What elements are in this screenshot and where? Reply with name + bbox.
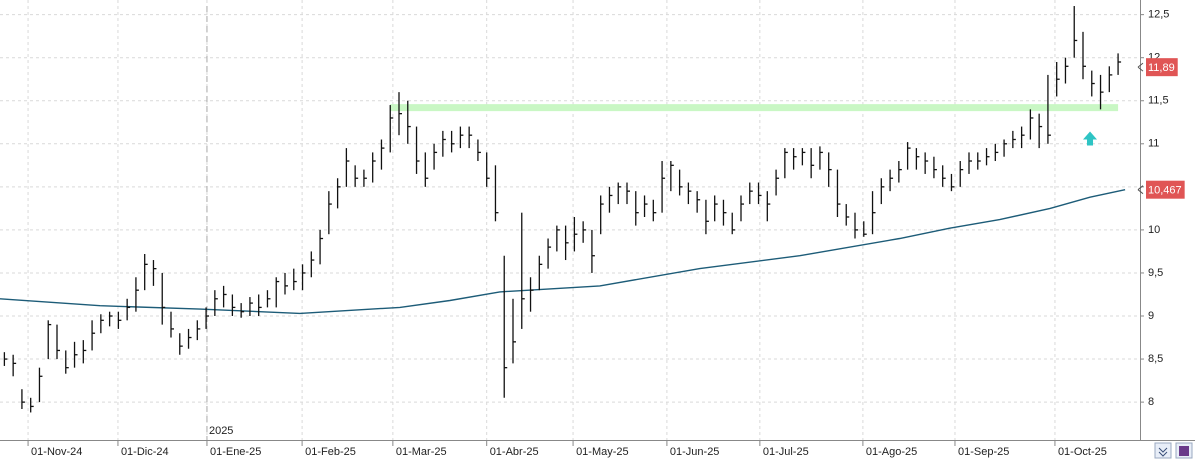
y-tick-label: 8 (1148, 396, 1154, 408)
x-tick-label: 01-Jun-25 (670, 446, 720, 458)
x-tick-label: 01-Oct-25 (1058, 446, 1107, 458)
y-tick-label: 10 (1148, 224, 1160, 236)
y-tick-label: 11,5 (1148, 95, 1169, 107)
year-label: 2025 (209, 425, 233, 437)
price-box (1146, 58, 1178, 77)
price-label: 11,89 (1148, 62, 1175, 74)
y-tick-label: 9 (1148, 310, 1154, 322)
price-pointer (1137, 62, 1144, 72)
x-tick-label: 01-Feb-25 (305, 446, 356, 458)
x-tick-label: 01-Sep-25 (958, 446, 1009, 458)
x-tick-label: 01-Ago-25 (866, 446, 917, 458)
y-tick-label: 9,5 (1148, 267, 1163, 279)
toolbar[interactable] (1154, 442, 1193, 459)
collapse-icon (1158, 447, 1168, 457)
x-tick-label: 01-Nov-24 (31, 446, 82, 458)
x-tick-label: 01-Ene-25 (210, 446, 261, 458)
save-icon (1179, 446, 1189, 456)
signal-arrow (1083, 131, 1098, 146)
collapse-button[interactable] (1154, 442, 1172, 459)
price-pointer (1137, 185, 1144, 195)
x-tick-label: 01-Jul-25 (763, 446, 809, 458)
y-tick-label: 12,5 (1148, 9, 1169, 21)
x-tick-label: 01-Dic-24 (121, 446, 169, 458)
y-tick-label: 11 (1148, 138, 1159, 150)
x-tick-label: 01-Mar-25 (396, 446, 447, 458)
price-label: 10,467 (1148, 185, 1182, 197)
x-tick-label: 01-May-25 (576, 446, 629, 458)
y-tick-label: 8,5 (1148, 353, 1163, 365)
price-box (1146, 180, 1185, 199)
x-tick-label: 01-Abr-25 (490, 446, 539, 458)
